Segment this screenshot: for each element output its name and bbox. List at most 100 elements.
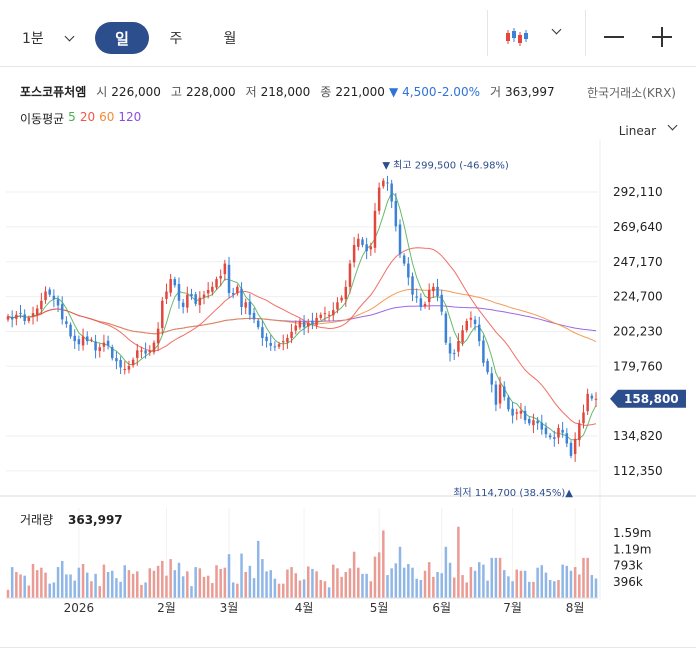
volume-bar — [261, 559, 264, 598]
candle-body — [231, 293, 235, 295]
candle-body — [394, 200, 398, 227]
ma-20: 20 — [79, 110, 96, 124]
close-label: 종 — [320, 85, 332, 99]
volume-bar — [490, 557, 493, 598]
volume-bar — [511, 581, 514, 598]
volume-bar — [273, 578, 277, 598]
candle-body — [131, 359, 135, 366]
volume-bar — [382, 530, 385, 598]
candle-body — [140, 350, 143, 352]
candle-body — [369, 246, 373, 250]
volume-bar — [377, 552, 381, 598]
candle-body — [281, 341, 285, 343]
volume-bar — [569, 570, 573, 598]
volume-bar — [482, 564, 485, 598]
candle-body — [386, 182, 389, 184]
change-arrow: ▼ — [388, 85, 399, 99]
candle-body — [90, 339, 93, 341]
current-price-tag — [610, 389, 686, 408]
tab-week-label: 주 — [169, 31, 183, 47]
volume-bar — [144, 582, 147, 598]
interval-dropdown[interactable]: 1분 — [22, 22, 75, 54]
toolbar: 1분 일 주 월 — [0, 0, 696, 67]
candle-body — [244, 302, 247, 308]
current-price-label: 158,800 — [624, 392, 679, 406]
candle-body — [206, 289, 210, 294]
y-tick-label: 134,820 — [613, 429, 663, 443]
candle-body — [540, 422, 544, 430]
candle-body — [465, 320, 468, 331]
volume-bar — [136, 571, 139, 598]
zoom-out-button[interactable] — [601, 24, 627, 50]
zoom-in-button[interactable] — [649, 24, 675, 50]
candle-body — [323, 313, 327, 315]
candle-body — [15, 314, 18, 319]
volume-bar — [532, 581, 535, 598]
candle-body — [215, 279, 218, 288]
volume-tick-label: 793k — [613, 559, 643, 573]
volume-bar — [361, 573, 364, 598]
volume-bar — [106, 571, 110, 598]
volume-bar — [348, 568, 352, 598]
volume-bar — [40, 567, 43, 598]
candle-body — [440, 294, 443, 312]
volume-bar — [215, 565, 218, 598]
volume-bar — [131, 573, 135, 598]
tab-month[interactable]: 월 — [215, 22, 245, 54]
volume-bar — [590, 575, 594, 598]
candle-body — [473, 319, 477, 325]
candle-body — [290, 331, 293, 339]
candle-body — [165, 291, 168, 299]
volume-bar — [352, 551, 356, 598]
candle-body — [469, 317, 473, 320]
volume-bar — [194, 567, 197, 598]
candle-body — [252, 312, 256, 320]
candle-body — [357, 238, 360, 247]
candle-body — [544, 427, 548, 435]
volume-bar — [211, 583, 214, 598]
candle-body — [352, 244, 356, 263]
volume-bar — [553, 581, 556, 598]
volume-bar — [123, 565, 127, 598]
x-tick-label: 6월 — [432, 601, 451, 615]
volume-label: 거 — [489, 85, 502, 99]
candle-body — [269, 342, 272, 346]
candle-body — [523, 410, 527, 421]
candlestick-chart-icon[interactable] — [505, 26, 531, 48]
candle-body — [19, 312, 22, 314]
candle-body — [511, 408, 514, 416]
volume-bar — [198, 568, 202, 598]
volume-bar — [457, 526, 460, 598]
tab-day[interactable]: 일 — [95, 22, 149, 54]
volume-bar — [548, 579, 552, 598]
candle-body — [548, 435, 552, 438]
volume-bar — [252, 578, 256, 598]
x-tick-label: 4월 — [295, 601, 314, 615]
volume-bar — [503, 570, 506, 598]
volume-bar — [127, 570, 131, 598]
candle-body — [477, 324, 481, 342]
tab-week[interactable]: 주 — [161, 22, 191, 54]
volume-bar — [223, 567, 227, 598]
close-value: 221,000 — [335, 85, 385, 99]
volume-bar — [27, 585, 31, 598]
candle-body — [115, 358, 118, 362]
volume-bar — [281, 583, 285, 598]
candle-body — [152, 342, 156, 353]
candle-body — [265, 336, 268, 342]
candle-body — [436, 286, 439, 297]
volume-bar — [373, 556, 377, 598]
candle-body — [102, 342, 106, 347]
scale-mode-select[interactable]: Linear — [618, 124, 656, 138]
volume-bar — [256, 540, 260, 598]
candle-body — [186, 294, 189, 308]
volume-bar — [77, 567, 81, 598]
candle-body — [277, 344, 281, 347]
volume-bar — [115, 578, 118, 598]
volume-bar — [119, 581, 122, 598]
ma-5: 5 — [68, 110, 76, 124]
volume-bar — [436, 571, 439, 598]
volume-bar — [298, 580, 302, 598]
volume-bar — [35, 570, 39, 598]
